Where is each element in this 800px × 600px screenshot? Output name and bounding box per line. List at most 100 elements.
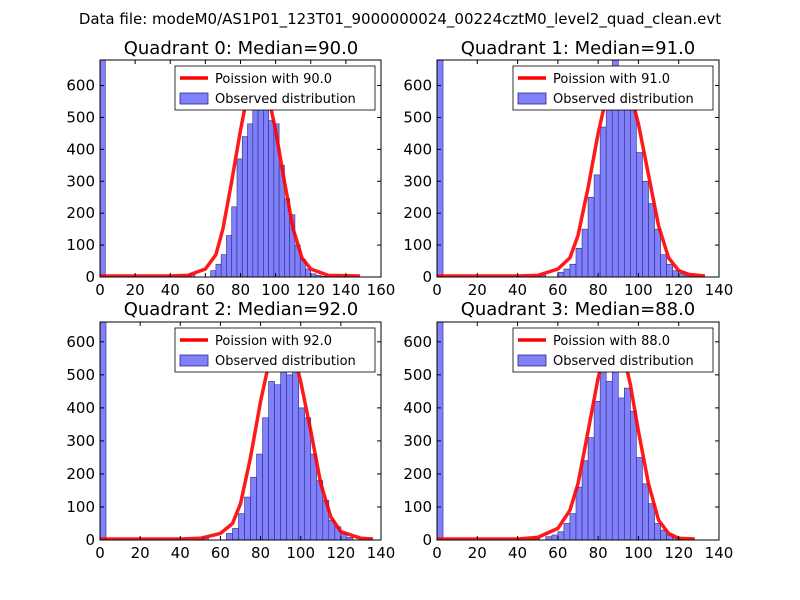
histogram-bar xyxy=(262,417,269,540)
histogram-bar xyxy=(642,180,649,277)
histogram-bar xyxy=(636,152,643,277)
histogram-bar xyxy=(587,196,595,277)
histogram-bar xyxy=(599,126,607,277)
histogram-bar xyxy=(648,503,655,540)
plot-area xyxy=(100,60,360,277)
histogram-bar xyxy=(660,254,667,277)
histogram-bar xyxy=(593,400,601,540)
x-tick-label: 40 xyxy=(171,544,190,562)
histogram-bar xyxy=(241,136,248,277)
x-tick-label: 20 xyxy=(131,544,150,562)
histogram-bar xyxy=(231,206,238,277)
histogram-bar xyxy=(286,374,293,540)
x-tick-label: 100 xyxy=(624,544,653,562)
histogram-bar xyxy=(226,235,233,277)
y-tick-label: 0 xyxy=(422,268,432,286)
x-tick-label: 100 xyxy=(286,544,315,562)
axes-frame xyxy=(99,321,382,541)
y-tick-label: 400 xyxy=(403,140,432,158)
x-tick-label: 80 xyxy=(231,281,250,299)
histogram-bar xyxy=(247,123,254,277)
panel-quadrant-2: Quadrant 2: Median=92.0 0 20 40 60 80 100 120 1… xyxy=(66,299,395,562)
y-tick-label: 300 xyxy=(403,172,432,190)
panel-quadrant-1: Quadrant 1: Median=91.0 0 20 40 60 80 100 120 1… xyxy=(403,38,733,299)
y-tick-label: 200 xyxy=(66,204,95,222)
histogram-bar xyxy=(617,397,625,540)
legend-bar-swatch xyxy=(517,92,547,105)
x-tick-label: 80 xyxy=(251,544,270,562)
y-tick-label: 200 xyxy=(66,465,95,483)
x-tick-label: 100 xyxy=(624,281,653,299)
histogram-bar xyxy=(654,523,661,540)
histogram-bar xyxy=(557,531,565,540)
y-tick-label: 100 xyxy=(66,236,95,254)
histogram-bar xyxy=(642,483,649,540)
histogram-bar xyxy=(630,97,637,277)
x-tick-label: 80 xyxy=(589,544,608,562)
y-tick-label: 400 xyxy=(403,399,432,417)
legend-bar-swatch xyxy=(179,92,209,105)
legend: Poission with 88.0 Observed distribution xyxy=(512,327,714,373)
histogram-bar xyxy=(569,263,577,277)
y-tick-label: 100 xyxy=(66,498,95,516)
histogram-bar xyxy=(215,263,222,277)
panel-quadrant-0: Quadrant 0: Median=90.0 0 20 40 60 80 100 120 1… xyxy=(66,38,395,299)
y-tick-label: 200 xyxy=(403,204,432,222)
histogram-bar xyxy=(617,107,625,277)
panel-title: Quadrant 2: Median=92.0 xyxy=(124,299,359,320)
legend-label-poisson: Poission with 88.0 xyxy=(553,334,670,349)
legend-label-observed: Observed distribution xyxy=(215,92,356,107)
histogram-bar xyxy=(581,460,589,540)
x-tick-label: 0 xyxy=(95,544,105,562)
histogram-bar xyxy=(256,453,263,540)
axes-frame xyxy=(436,59,720,278)
histogram-bar xyxy=(304,417,312,540)
histogram-bar xyxy=(648,203,655,277)
panel-title: Quadrant 3: Median=88.0 xyxy=(461,299,696,320)
legend-label-poisson: Poission with 91.0 xyxy=(553,72,670,87)
histogram-bar xyxy=(263,85,269,277)
x-tick-label: 140 xyxy=(367,544,396,562)
x-tick-label: 120 xyxy=(664,281,693,299)
histogram-bar xyxy=(630,410,637,540)
y-tick-label: 500 xyxy=(66,108,95,126)
x-tick-label: 140 xyxy=(332,281,361,299)
y-tick-label: 0 xyxy=(85,268,95,286)
y-tick-label: 300 xyxy=(66,432,95,450)
histogram-bar xyxy=(575,247,583,277)
histogram-bar xyxy=(654,228,661,277)
legend: Poission with 90.0 Observed distribution xyxy=(174,65,376,111)
x-tick-label: 0 xyxy=(432,544,442,562)
histogram-bar xyxy=(100,60,106,277)
histogram-bar xyxy=(437,322,444,540)
histogram-bar xyxy=(624,387,631,540)
x-tick-label: 40 xyxy=(161,281,180,299)
legend-label-observed: Observed distribution xyxy=(553,92,694,107)
histogram-bar xyxy=(569,513,577,540)
x-tick-label: 120 xyxy=(296,281,325,299)
y-tick-label: 0 xyxy=(422,531,432,549)
histogram-bar xyxy=(268,120,275,277)
x-tick-label: 80 xyxy=(589,281,608,299)
histogram-bar xyxy=(298,407,306,540)
y-tick-label: 600 xyxy=(403,77,432,95)
x-tick-label: 160 xyxy=(367,281,396,299)
x-tick-label: 60 xyxy=(548,544,567,562)
histogram-bar xyxy=(274,384,281,540)
x-tick-label: 20 xyxy=(468,281,487,299)
x-tick-label: 0 xyxy=(95,281,105,299)
x-tick-label: 60 xyxy=(548,281,567,299)
histogram-bar xyxy=(636,457,643,540)
histogram-bar xyxy=(244,496,251,540)
y-tick-label: 500 xyxy=(403,366,432,384)
legend-label-observed: Observed distribution xyxy=(553,354,694,369)
legend-label-poisson: Poission with 92.0 xyxy=(215,334,332,349)
x-tick-label: 140 xyxy=(705,281,734,299)
histogram-bar xyxy=(220,254,227,277)
y-tick-label: 0 xyxy=(85,531,95,549)
x-tick-label: 60 xyxy=(196,281,215,299)
x-tick-label: 20 xyxy=(126,281,145,299)
legend: Poission with 92.0 Observed distribution xyxy=(174,327,376,373)
x-tick-label: 60 xyxy=(211,544,230,562)
